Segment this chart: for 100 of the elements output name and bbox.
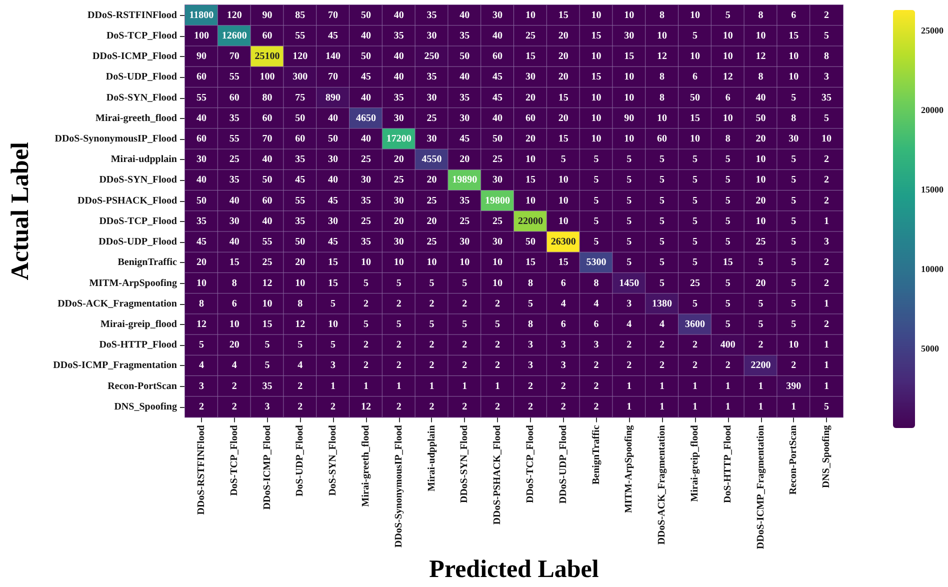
- data-label: 5: [692, 30, 698, 42]
- data-label: 30: [328, 216, 338, 227]
- data-label: 2: [528, 380, 533, 392]
- data-label: 2: [660, 340, 665, 351]
- y-tick-label: DDoS-PSHACK_Flood: [78, 195, 178, 206]
- data-label: 40: [360, 30, 371, 42]
- data-label: 5: [594, 154, 599, 166]
- data-label: 15: [525, 257, 536, 268]
- data-label: 5: [264, 340, 270, 351]
- data-label: 5: [824, 401, 830, 412]
- data-label: 5: [396, 318, 402, 330]
- data-label: 10: [624, 10, 634, 21]
- data-label: 5: [264, 360, 270, 372]
- data-label: 25: [460, 216, 470, 227]
- data-label: 8: [725, 133, 730, 144]
- data-label: 6: [692, 72, 698, 83]
- data-label: 15: [262, 318, 272, 330]
- x-tick-label: DDoS-TCP_Flood: [524, 424, 536, 504]
- data-label: 50: [460, 51, 470, 62]
- data-label: 2: [232, 401, 237, 412]
- data-label: 20: [196, 257, 206, 268]
- data-label: 20: [756, 195, 766, 206]
- data-label: 2: [396, 340, 402, 351]
- data-label: 25: [360, 216, 371, 227]
- data-label: 1380: [652, 298, 672, 310]
- data-label: 19890: [452, 174, 478, 186]
- data-label: 8: [298, 298, 303, 310]
- data-label: 10: [591, 112, 602, 124]
- data-label: 40: [262, 216, 272, 227]
- data-label: 50: [360, 10, 371, 21]
- data-label: 2: [626, 340, 632, 351]
- data-label: 6: [560, 318, 566, 330]
- data-label: 5: [594, 174, 599, 186]
- data-label: 2: [660, 360, 665, 372]
- data-label: 90: [624, 112, 634, 124]
- data-label: 40: [460, 10, 470, 21]
- data-label: 15: [558, 257, 568, 268]
- data-label: 25: [426, 236, 437, 248]
- data-label: 15: [328, 278, 338, 289]
- data-label: 75: [295, 92, 306, 104]
- data-label: 2: [725, 360, 730, 372]
- data-label: 20: [460, 154, 470, 166]
- data-label: 70: [229, 51, 240, 62]
- data-label: 40: [492, 112, 503, 124]
- data-label: 70: [328, 10, 338, 21]
- data-label: 10: [262, 298, 272, 310]
- data-label: 6: [725, 92, 730, 104]
- data-label: 12: [196, 318, 206, 330]
- data-label: 8: [594, 278, 599, 289]
- color-bar-label: 10000: [921, 264, 944, 274]
- data-label: 4: [298, 360, 303, 372]
- data-label: 5: [758, 257, 764, 268]
- data-label: 1: [824, 298, 830, 310]
- x-tick-label: DDoS-UDP_Flood: [558, 424, 569, 504]
- data-label: 2: [396, 401, 402, 412]
- data-label: 1: [824, 340, 830, 351]
- data-label: 2200: [750, 360, 771, 372]
- data-label: 4650: [356, 112, 376, 124]
- data-label: 35: [196, 216, 206, 227]
- data-label: 20: [426, 216, 437, 227]
- data-label: 120: [226, 10, 242, 21]
- data-label: 40: [460, 72, 470, 83]
- y-tick-label: Mirai-greeth_flood: [96, 112, 178, 124]
- data-label: 8: [660, 92, 665, 104]
- data-label: 35: [460, 30, 470, 42]
- x-tick-label: DDoS-PSHACK_Flood: [492, 424, 504, 525]
- data-label: 35: [394, 30, 404, 42]
- data-label: 60: [262, 195, 272, 206]
- data-label: 40: [229, 236, 240, 248]
- y-tick-label: DoS-TCP_Flood: [106, 30, 178, 42]
- data-label: 50: [492, 133, 503, 144]
- data-label: 5: [791, 318, 796, 330]
- y-tick-label: DDoS-SYN_Flood: [99, 174, 178, 186]
- data-label: 5: [692, 195, 698, 206]
- data-label: 5: [298, 340, 303, 351]
- data-label: 20: [394, 216, 404, 227]
- data-label: 45: [492, 92, 503, 104]
- data-label: 2: [560, 401, 566, 412]
- data-label: 30: [229, 216, 240, 227]
- data-label: 35: [262, 380, 272, 392]
- data-label: 35: [360, 236, 371, 248]
- data-label: 35: [229, 112, 240, 124]
- data-label: 2: [462, 401, 468, 412]
- y-tick-label: DDoS-UDP_Flood: [98, 236, 178, 248]
- data-label: 1: [660, 380, 665, 392]
- data-label: 1: [725, 380, 730, 392]
- data-label: 3: [528, 340, 533, 351]
- data-label: 1: [626, 380, 632, 392]
- data-label: 5: [692, 298, 698, 310]
- data-label: 2: [495, 298, 500, 310]
- data-label: 2: [692, 340, 698, 351]
- data-label: 60: [262, 30, 272, 42]
- data-label: 30: [426, 92, 437, 104]
- data-label: 5: [495, 318, 500, 330]
- data-label: 2: [692, 360, 698, 372]
- data-label: 10: [591, 92, 602, 104]
- data-label: 15: [558, 10, 568, 21]
- data-label: 60: [295, 133, 306, 144]
- data-label: 30: [460, 236, 470, 248]
- data-label: 10: [756, 154, 766, 166]
